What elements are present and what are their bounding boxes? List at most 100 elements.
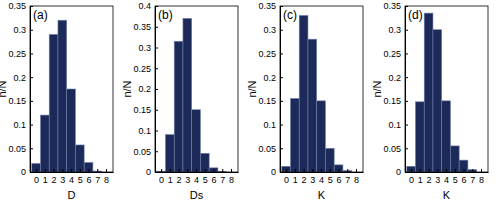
tick: 7 (470, 169, 475, 185)
tick: 0.35 (8, 1, 33, 11)
tick-label: 0.05 (8, 144, 26, 154)
tick: 6 (87, 169, 92, 185)
y-axis: 00.050.10.150.20.250.30.35 (8, 1, 33, 177)
tick: 0.05 (8, 144, 33, 154)
bar (290, 98, 299, 172)
tick-mark (36, 169, 37, 172)
bar (209, 168, 218, 172)
bar (67, 89, 76, 172)
panel-title: (a) (33, 8, 48, 22)
tick: 5 (453, 169, 458, 185)
tick-label: 0.25 (258, 49, 276, 59)
tick: 4 (194, 169, 199, 185)
tick: 7 (345, 169, 350, 185)
tick-mark (437, 169, 438, 172)
tick-label: 0.3 (388, 25, 401, 35)
bar (317, 101, 326, 172)
tick: 0.05 (133, 147, 158, 157)
tick-label: 8 (229, 175, 234, 185)
tick-label: 0.05 (133, 147, 151, 157)
bar (84, 163, 93, 172)
x-axis: 012345678 (31, 169, 114, 185)
tick-label: 7 (95, 175, 100, 185)
tick-label: 3 (435, 175, 440, 185)
tick: 3 (60, 169, 65, 185)
tick: 8 (104, 169, 109, 185)
tick-mark (429, 169, 430, 172)
tick-mark (280, 148, 283, 149)
frame (30, 6, 113, 172)
tick-label: 0.15 (133, 105, 151, 115)
tick-mark (339, 169, 340, 172)
tick: 4 (444, 169, 449, 185)
tick: 0 (409, 169, 414, 185)
tick: 5 (203, 169, 208, 185)
bar (183, 18, 192, 172)
tick: 1 (168, 169, 173, 185)
tick-mark (155, 27, 158, 28)
tick-label: 0 (21, 167, 26, 177)
y-label: n/N (0, 80, 8, 97)
bar (58, 20, 67, 172)
bar (433, 30, 442, 172)
tick-label: 0.05 (258, 144, 276, 154)
tick-label: 7 (220, 175, 225, 185)
tick-mark (304, 169, 305, 172)
tick-mark (54, 169, 55, 172)
tick: 0.05 (258, 144, 283, 154)
bar (415, 102, 424, 172)
tick-label: 5 (453, 175, 458, 185)
bars (407, 13, 477, 172)
tick: 7 (220, 169, 225, 185)
tick-mark (205, 169, 206, 172)
tick-label: 5 (203, 175, 208, 185)
y-axis: 00.050.10.150.20.250.30.35 (383, 1, 408, 177)
figure: 01234567800.050.10.150.20.250.30.35(a)Dn… (0, 0, 500, 202)
bars (32, 20, 102, 172)
tick-mark (155, 151, 158, 152)
tick-mark (464, 169, 465, 172)
tick-label: 0.35 (133, 22, 151, 32)
y-axis: 00.050.10.150.20.250.30.35 (258, 1, 283, 177)
tick: 2 (427, 169, 432, 185)
tick: 0.15 (133, 105, 158, 115)
tick-label: 0.3 (13, 25, 26, 35)
bar (32, 163, 41, 172)
tick-label: 0.25 (133, 64, 151, 74)
tick-label: 0 (159, 175, 164, 185)
tick-mark (356, 169, 357, 172)
frame (155, 6, 238, 172)
tick-label: 5 (328, 175, 333, 185)
frame (405, 6, 488, 172)
bar (282, 166, 291, 172)
tick-mark (179, 169, 180, 172)
y-axis: 00.050.10.150.20.250.30.350.4 (133, 1, 158, 177)
tick: 0.25 (383, 49, 408, 59)
tick-mark (472, 169, 473, 172)
tick-label: 1 (418, 175, 423, 185)
tick-mark (187, 169, 188, 172)
tick-label: 0 (34, 175, 39, 185)
bar (334, 165, 343, 172)
bar (424, 13, 433, 172)
tick: 5 (328, 169, 333, 185)
tick-label: 6 (87, 175, 92, 185)
tick: 0.25 (8, 49, 33, 59)
bar (192, 110, 201, 172)
y-label: n/N (246, 80, 258, 97)
tick: 0.25 (258, 49, 283, 59)
y-label: n/N (371, 80, 383, 97)
tick-mark (30, 53, 33, 54)
bar (49, 34, 58, 172)
x-axis: 012345678 (156, 169, 239, 185)
tick-mark (97, 169, 98, 172)
tick: 3 (310, 169, 315, 185)
bar (40, 115, 49, 172)
tick-label: 0.2 (388, 73, 401, 83)
tick-mark (222, 169, 223, 172)
bar (442, 101, 451, 172)
panel-title: (d) (408, 8, 423, 22)
bar (200, 153, 209, 172)
tick-mark (405, 148, 408, 149)
tick-label: 8 (104, 175, 109, 185)
